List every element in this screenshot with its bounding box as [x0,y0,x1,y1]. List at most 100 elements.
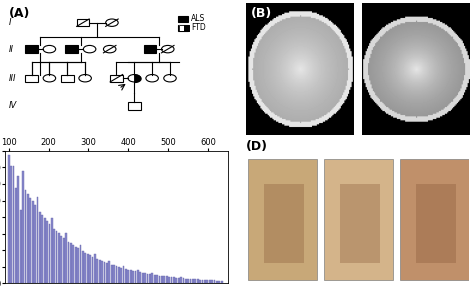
Bar [137,270,139,283]
Text: ALS: ALS [191,14,205,23]
Bar [118,267,120,283]
Bar [142,273,144,283]
Bar [128,102,140,110]
Bar [96,259,98,283]
Text: (D): (D) [246,140,268,153]
Bar [15,188,17,283]
Bar [32,201,34,283]
Bar [180,277,182,283]
Bar [84,253,86,283]
Bar [175,278,177,283]
Bar [120,268,122,283]
Bar [80,245,82,283]
Bar [91,257,93,283]
Bar [179,16,188,22]
Bar [125,269,127,283]
Bar [87,254,89,283]
Bar [13,166,14,283]
Bar [99,260,100,283]
Bar [25,75,38,82]
Bar [20,210,22,283]
Text: III: III [9,74,17,83]
Bar [151,273,153,283]
Bar [18,176,19,283]
Bar [400,159,469,281]
Bar [194,279,196,283]
Bar [10,166,12,283]
Bar [25,45,38,53]
Bar [75,247,77,283]
Bar [48,224,50,283]
Bar [166,276,167,283]
Bar [207,280,208,283]
Bar [178,278,180,283]
Bar [101,261,103,283]
Bar [214,281,215,283]
Bar [146,274,148,283]
Bar [82,251,84,283]
Bar [73,245,74,283]
Bar [248,159,318,281]
Bar [179,25,184,31]
Bar [110,75,123,82]
Bar [211,280,213,283]
Bar [139,272,141,283]
Bar [340,184,380,263]
Bar [156,275,158,283]
Bar [221,281,223,283]
Bar [190,279,191,283]
Bar [61,75,73,82]
Bar [34,205,36,283]
Bar [51,218,53,283]
Bar [185,279,187,283]
Bar [63,238,64,283]
Bar [39,212,41,283]
Bar [22,171,24,283]
Bar [25,190,27,283]
Bar [103,262,105,283]
Text: (B): (B) [250,7,272,20]
Text: I: I [9,18,12,27]
Bar [109,261,110,283]
Bar [179,25,189,31]
Bar [68,242,70,283]
Bar [106,263,108,283]
Bar [201,280,203,283]
Bar [197,279,199,283]
Bar [187,279,189,283]
Bar [132,271,134,283]
Bar [94,254,96,283]
Bar [77,19,89,26]
Text: (A): (A) [9,7,31,20]
Bar [53,229,55,283]
Bar [111,265,112,283]
Bar [182,278,184,283]
Bar [89,255,91,283]
Bar [168,277,170,283]
Bar [144,45,156,53]
Bar [44,218,46,283]
Bar [113,265,115,283]
Bar [149,274,151,283]
Bar [192,279,194,283]
Bar [58,233,60,283]
Bar [135,271,137,283]
Bar [179,25,188,31]
Bar [216,281,218,283]
Bar [61,236,62,283]
Bar [46,221,48,283]
Bar [65,45,78,53]
Bar [8,155,9,283]
Bar [29,198,31,283]
Bar [164,276,165,283]
Bar [159,276,160,283]
Bar [116,266,117,283]
Text: FTD: FTD [191,23,206,33]
Bar [77,249,79,283]
Bar [264,184,304,263]
Bar [209,280,210,283]
Bar [130,270,132,283]
Bar [36,197,38,283]
Bar [219,281,220,283]
Bar [41,215,43,283]
